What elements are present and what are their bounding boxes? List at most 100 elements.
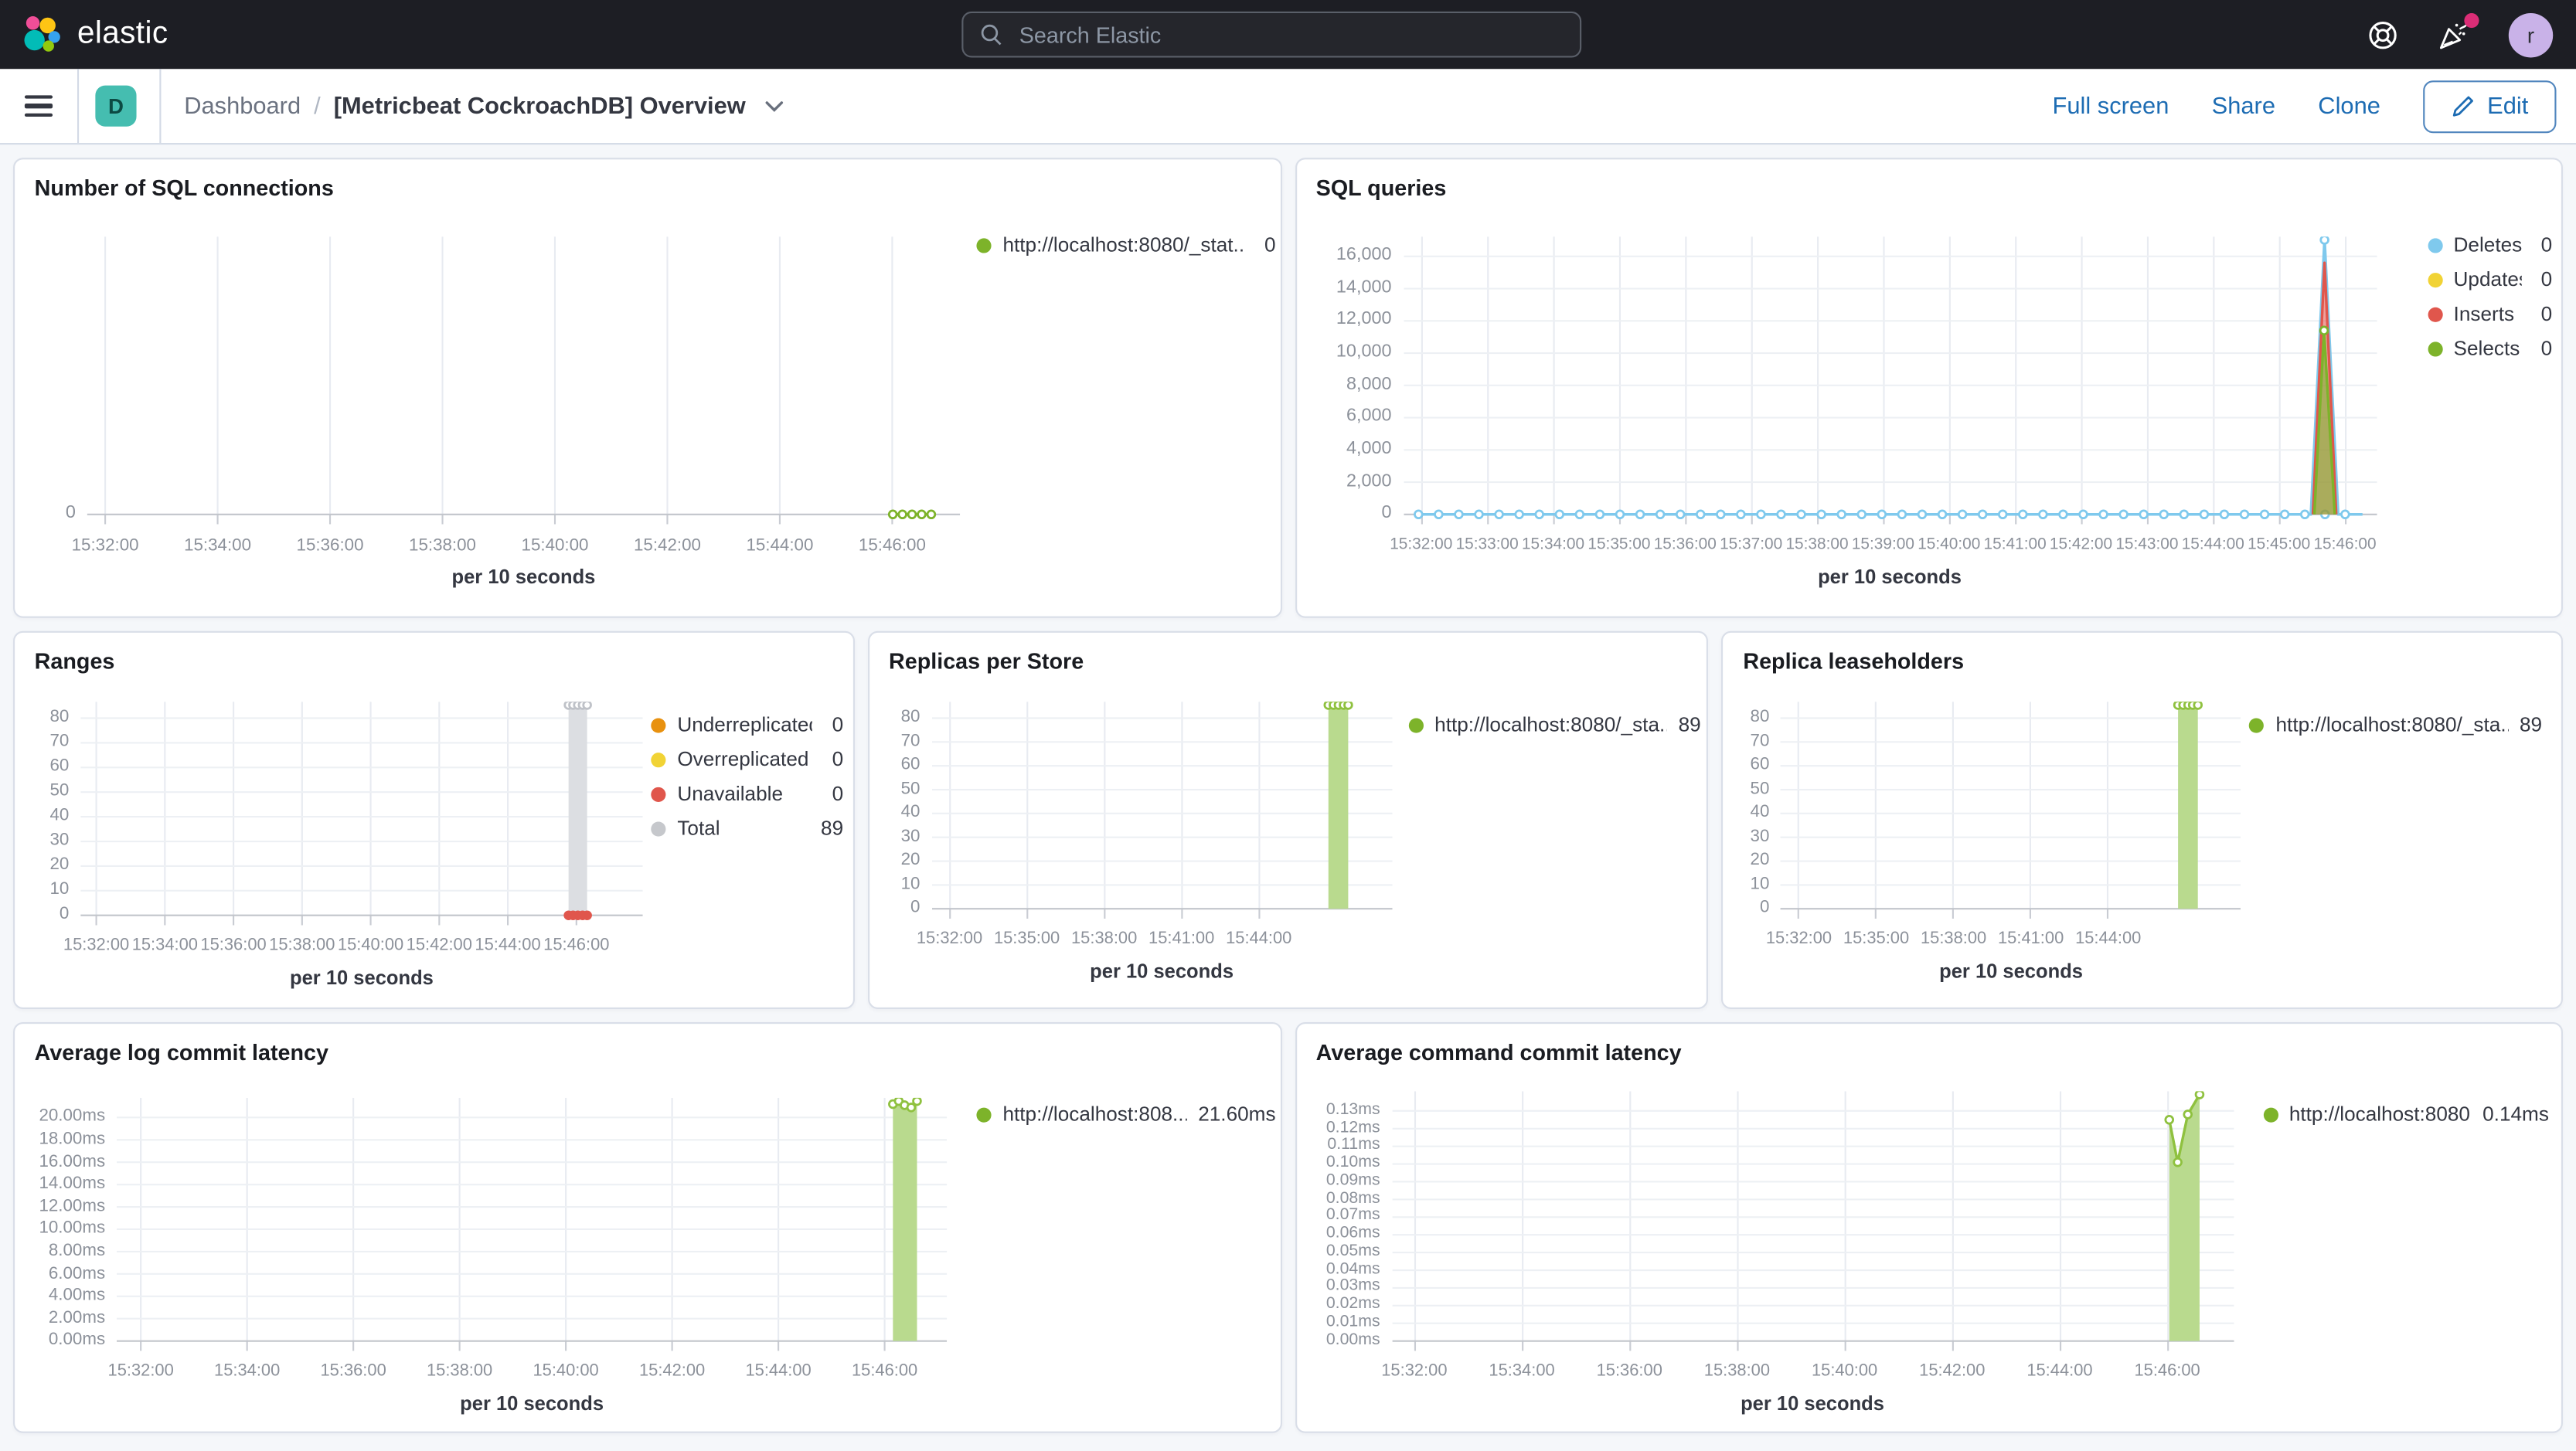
legend-label: Overreplicated xyxy=(677,747,809,771)
edit-button-label: Edit xyxy=(2487,93,2529,120)
x-tick-label: 15:35:00 xyxy=(1843,929,1910,949)
series-color-dot xyxy=(976,237,992,253)
y-tick-label: 50 xyxy=(900,779,920,799)
legend-item[interactable]: http://localhost:8080/_sta... 89 xyxy=(1408,710,1701,739)
legend-item[interactable]: Overreplicated 0 xyxy=(651,745,843,774)
y-tick-label: 16.00ms xyxy=(39,1151,106,1171)
y-tick-label: 20 xyxy=(900,850,920,871)
y-tick-label: 70 xyxy=(49,732,70,753)
x-tick-label: 15:34:00 xyxy=(184,535,252,556)
chart-plot[interactable] xyxy=(117,1096,948,1354)
user-avatar[interactable]: r xyxy=(2508,12,2554,57)
legend-label: Deletes xyxy=(2453,233,2521,257)
legend-value: 89 xyxy=(821,817,844,840)
x-tick-label: 15:38:00 xyxy=(1071,929,1138,949)
chart-plot[interactable] xyxy=(1781,700,2241,922)
legend-value: 0.14ms xyxy=(2482,1103,2549,1126)
y-tick-label: 0.04ms xyxy=(1325,1259,1380,1279)
legend-value: 21.60ms xyxy=(1198,1103,1276,1126)
y-tick-label: 16,000 xyxy=(1336,245,1392,265)
x-tick-label: 15:42:00 xyxy=(406,936,472,955)
chart-plot[interactable] xyxy=(87,236,961,527)
chevron-down-icon[interactable] xyxy=(764,100,784,113)
elastic-logo[interactable]: elastic xyxy=(0,13,168,56)
legend-item[interactable]: Inserts 0 xyxy=(2427,299,2552,328)
x-tick-label: 15:40:00 xyxy=(1811,1362,1878,1381)
divider xyxy=(159,69,162,144)
chart-plot[interactable] xyxy=(931,700,1392,922)
legend-item[interactable]: Updates 0 xyxy=(2427,264,2552,294)
panel-replica-leaseholders: Replica leaseholders 80 70 60 50 40 30 20 10 0 1… xyxy=(1721,630,2564,1009)
x-axis-caption: per 10 seconds xyxy=(1741,1392,1884,1415)
legend-item[interactable]: http://localhost:808... 21.60ms xyxy=(976,1099,1276,1129)
y-tick-label: 0.00ms xyxy=(48,1330,106,1351)
x-tick-label: 15:37:00 xyxy=(1720,535,1783,554)
whats-new-button[interactable] xyxy=(2438,12,2479,49)
chart-plot[interactable] xyxy=(80,700,643,929)
search-icon xyxy=(981,24,1002,46)
legend-item[interactable]: http://localhost:8080/_sta... 89 xyxy=(2249,710,2542,739)
y-tick-label: 0 xyxy=(1381,503,1392,523)
y-tick-label: 10 xyxy=(49,879,70,900)
party-popper-icon xyxy=(2439,22,2467,49)
y-tick-label: 12.00ms xyxy=(39,1196,106,1216)
y-tick-label: 40 xyxy=(900,803,920,823)
chart-plot[interactable] xyxy=(1403,235,2377,527)
menu-button[interactable] xyxy=(0,69,77,143)
y-tick-label: 6.00ms xyxy=(48,1262,106,1283)
x-tick-label: 15:32:00 xyxy=(107,1362,174,1381)
x-tick-label: 15:34:00 xyxy=(131,936,198,955)
x-tick-label: 15:36:00 xyxy=(320,1362,386,1381)
y-tick-label: 4.00ms xyxy=(48,1285,106,1306)
y-tick-label: 12,000 xyxy=(1336,309,1392,330)
legend-label: http://localhost:8080/_sta... xyxy=(1434,713,1667,736)
legend-label: Underreplicated xyxy=(677,713,812,736)
search-input[interactable] xyxy=(1016,20,1564,49)
clone-button[interactable]: Clone xyxy=(2318,93,2380,120)
legend-item[interactable]: Unavailable 0 xyxy=(651,779,843,808)
y-tick-label: 4,000 xyxy=(1346,438,1392,459)
x-tick-label: 15:40:00 xyxy=(533,1362,599,1381)
x-tick-label: 15:32:00 xyxy=(71,535,139,556)
panel-replicas-per-store: Replicas per Store 80 70 60 50 40 30 20 10 0 15:… xyxy=(867,630,1709,1009)
legend-item[interactable]: Total 89 xyxy=(651,814,843,843)
global-search[interactable] xyxy=(961,11,1582,58)
x-tick-label: 15:36:00 xyxy=(1653,535,1717,554)
series-color-dot xyxy=(2262,1106,2278,1122)
y-tick-label: 20 xyxy=(49,855,70,875)
y-tick-label: 0.01ms xyxy=(1325,1313,1380,1331)
legend-item[interactable]: Selects 0 xyxy=(2427,334,2552,363)
x-axis-caption: per 10 seconds xyxy=(1090,960,1234,983)
chart-legend: http://localhost:8080... 0.14ms xyxy=(2262,1099,2549,1134)
help-button[interactable] xyxy=(2367,19,2398,49)
legend-item[interactable]: http://localhost:8080/_stat... 0 xyxy=(976,230,1276,260)
breadcrumb-dashboard-link[interactable]: Dashboard xyxy=(184,93,301,120)
legend-item[interactable]: http://localhost:8080... 0.14ms xyxy=(2262,1099,2549,1129)
share-button[interactable]: Share xyxy=(2211,93,2276,120)
panel-average-log-commit-latency: Average log commit latency 20.00ms 18.00m… xyxy=(13,1021,1281,1433)
y-tick-label: 0 xyxy=(910,898,920,918)
edit-button[interactable]: Edit xyxy=(2423,80,2557,133)
x-tick-label: 15:32:00 xyxy=(1765,929,1832,949)
x-tick-label: 15:38:00 xyxy=(1703,1362,1771,1381)
full-screen-button[interactable]: Full screen xyxy=(2052,93,2169,120)
x-tick-label: 15:42:00 xyxy=(2049,535,2113,554)
x-tick-label: 15:44:00 xyxy=(2181,535,2244,554)
series-color-dot xyxy=(2249,717,2265,732)
panel-title: Replicas per Store xyxy=(889,649,1084,675)
legend-item[interactable]: Underreplicated 0 xyxy=(651,710,843,739)
x-axis-caption: per 10 seconds xyxy=(290,966,434,990)
series-color-dot xyxy=(2427,272,2442,287)
panel-number-of-sql-connections: Number of SQL connections 0 15:32:00 15:3… xyxy=(13,158,1281,618)
x-tick-label: 15:46:00 xyxy=(858,535,926,556)
legend-label: Selects xyxy=(2453,337,2520,360)
series-color-dot xyxy=(976,1106,992,1122)
breadcrumb-separator: / xyxy=(314,93,321,120)
legend-item[interactable]: Deletes 0 xyxy=(2427,230,2552,260)
y-tick-label: 60 xyxy=(1750,755,1770,775)
y-tick-label: 0.09ms xyxy=(1325,1171,1380,1190)
y-tick-label: 0.06ms xyxy=(1325,1224,1380,1243)
x-tick-label: 15:43:00 xyxy=(2115,535,2179,554)
dashboard-app-badge: D xyxy=(95,85,137,127)
chart-plot[interactable] xyxy=(1391,1089,2234,1354)
